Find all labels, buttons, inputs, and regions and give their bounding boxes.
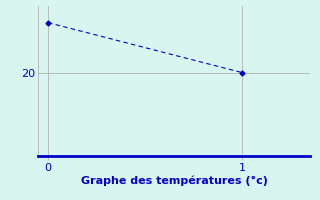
X-axis label: Graphe des températures (°c): Graphe des températures (°c) [81,176,268,186]
